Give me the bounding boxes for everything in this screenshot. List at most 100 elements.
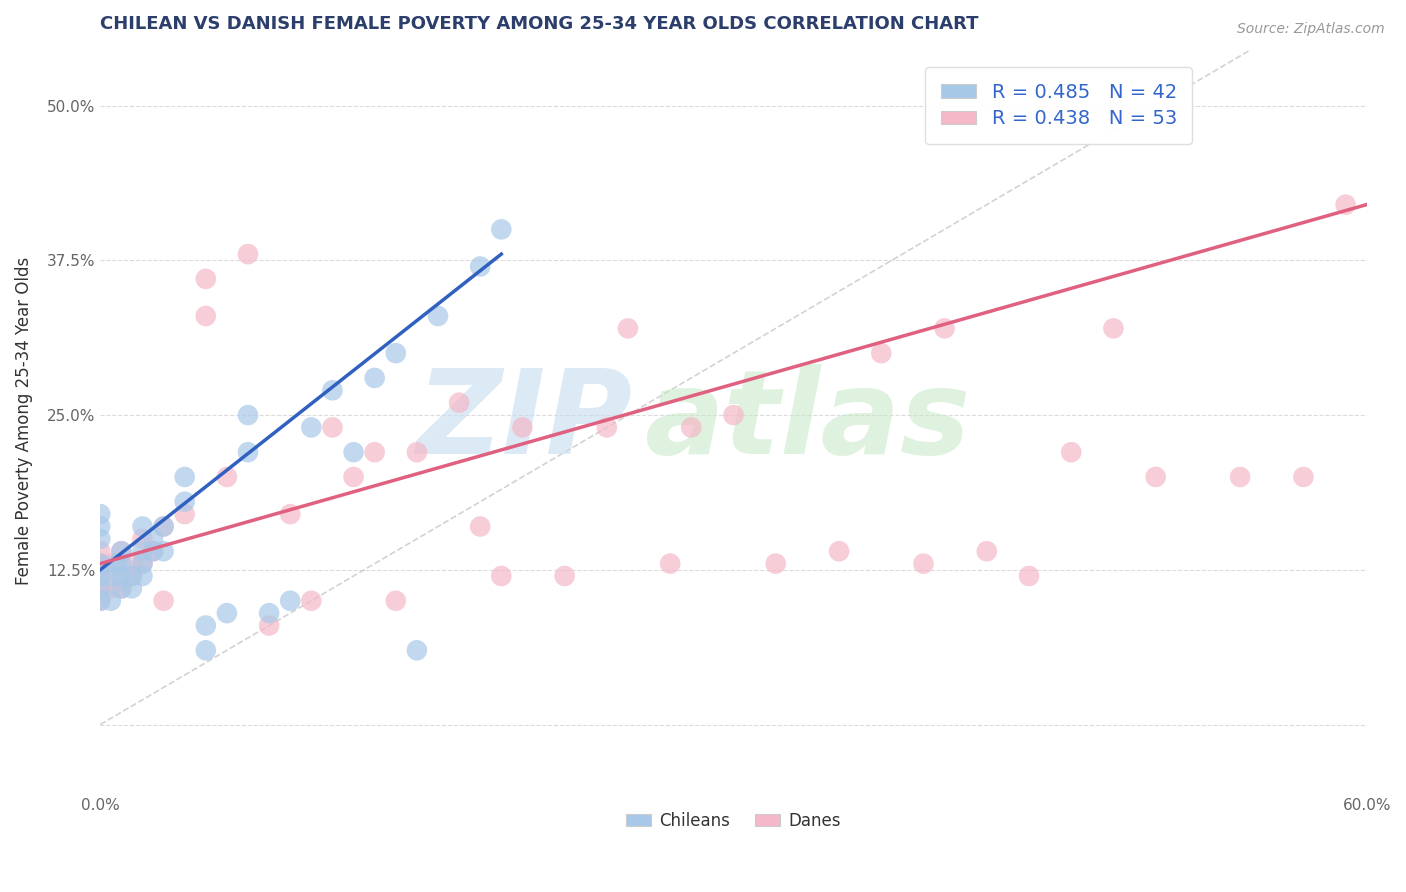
Point	[89, 582, 111, 596]
Point	[554, 569, 576, 583]
Point	[131, 557, 153, 571]
Point	[681, 420, 703, 434]
Point	[100, 569, 122, 583]
Point	[363, 371, 385, 385]
Point	[512, 420, 534, 434]
Point	[405, 643, 427, 657]
Y-axis label: Female Poverty Among 25-34 Year Olds: Female Poverty Among 25-34 Year Olds	[15, 257, 32, 585]
Legend: Chileans, Danes: Chileans, Danes	[619, 805, 848, 837]
Point	[278, 507, 301, 521]
Point	[912, 557, 935, 571]
Point	[384, 593, 406, 607]
Point	[100, 582, 122, 596]
Point	[173, 470, 195, 484]
Point	[194, 272, 217, 286]
Point	[194, 618, 217, 632]
Point	[236, 247, 259, 261]
Point	[152, 519, 174, 533]
Point	[976, 544, 998, 558]
Point	[215, 606, 238, 620]
Point	[89, 569, 111, 583]
Point	[405, 445, 427, 459]
Point	[215, 470, 238, 484]
Point	[299, 593, 322, 607]
Point	[131, 569, 153, 583]
Point	[828, 544, 851, 558]
Point	[173, 507, 195, 521]
Point	[121, 569, 143, 583]
Point	[105, 557, 128, 571]
Point	[142, 544, 165, 558]
Text: Source: ZipAtlas.com: Source: ZipAtlas.com	[1237, 22, 1385, 37]
Point	[470, 260, 492, 274]
Point	[723, 408, 745, 422]
Point	[1060, 445, 1083, 459]
Point	[110, 557, 132, 571]
Point	[236, 445, 259, 459]
Point	[449, 395, 471, 409]
Point	[491, 222, 513, 236]
Point	[765, 557, 787, 571]
Point	[142, 532, 165, 546]
Text: ZIP: ZIP	[416, 364, 633, 479]
Point	[100, 557, 122, 571]
Point	[110, 544, 132, 558]
Point	[121, 557, 143, 571]
Point	[617, 321, 640, 335]
Point	[110, 582, 132, 596]
Point	[1334, 197, 1357, 211]
Text: atlas: atlas	[645, 364, 972, 479]
Point	[121, 569, 143, 583]
Point	[173, 494, 195, 508]
Point	[934, 321, 956, 335]
Point	[110, 544, 132, 558]
Point	[89, 593, 111, 607]
Point	[194, 309, 217, 323]
Point	[299, 420, 322, 434]
Point	[384, 346, 406, 360]
Point	[321, 420, 343, 434]
Point	[89, 557, 111, 571]
Point	[491, 569, 513, 583]
Point	[659, 557, 682, 571]
Point	[110, 582, 132, 596]
Point	[870, 346, 893, 360]
Point	[131, 532, 153, 546]
Point	[121, 582, 143, 596]
Point	[89, 593, 111, 607]
Point	[596, 420, 619, 434]
Point	[257, 606, 280, 620]
Point	[1292, 470, 1315, 484]
Point	[89, 569, 111, 583]
Point	[278, 593, 301, 607]
Point	[152, 519, 174, 533]
Point	[142, 544, 165, 558]
Point	[194, 643, 217, 657]
Point	[470, 519, 492, 533]
Point	[1102, 321, 1125, 335]
Point	[131, 544, 153, 558]
Point	[131, 557, 153, 571]
Point	[342, 470, 364, 484]
Point	[1229, 470, 1251, 484]
Point	[236, 408, 259, 422]
Point	[89, 507, 111, 521]
Point	[1144, 470, 1167, 484]
Point	[89, 582, 111, 596]
Text: CHILEAN VS DANISH FEMALE POVERTY AMONG 25-34 YEAR OLDS CORRELATION CHART: CHILEAN VS DANISH FEMALE POVERTY AMONG 2…	[100, 15, 979, 33]
Point	[257, 618, 280, 632]
Point	[89, 557, 111, 571]
Point	[131, 519, 153, 533]
Point	[110, 569, 132, 583]
Point	[321, 384, 343, 398]
Point	[363, 445, 385, 459]
Point	[89, 532, 111, 546]
Point	[152, 544, 174, 558]
Point	[427, 309, 450, 323]
Point	[342, 445, 364, 459]
Point	[89, 519, 111, 533]
Point	[89, 544, 111, 558]
Point	[152, 593, 174, 607]
Point	[1018, 569, 1040, 583]
Point	[100, 593, 122, 607]
